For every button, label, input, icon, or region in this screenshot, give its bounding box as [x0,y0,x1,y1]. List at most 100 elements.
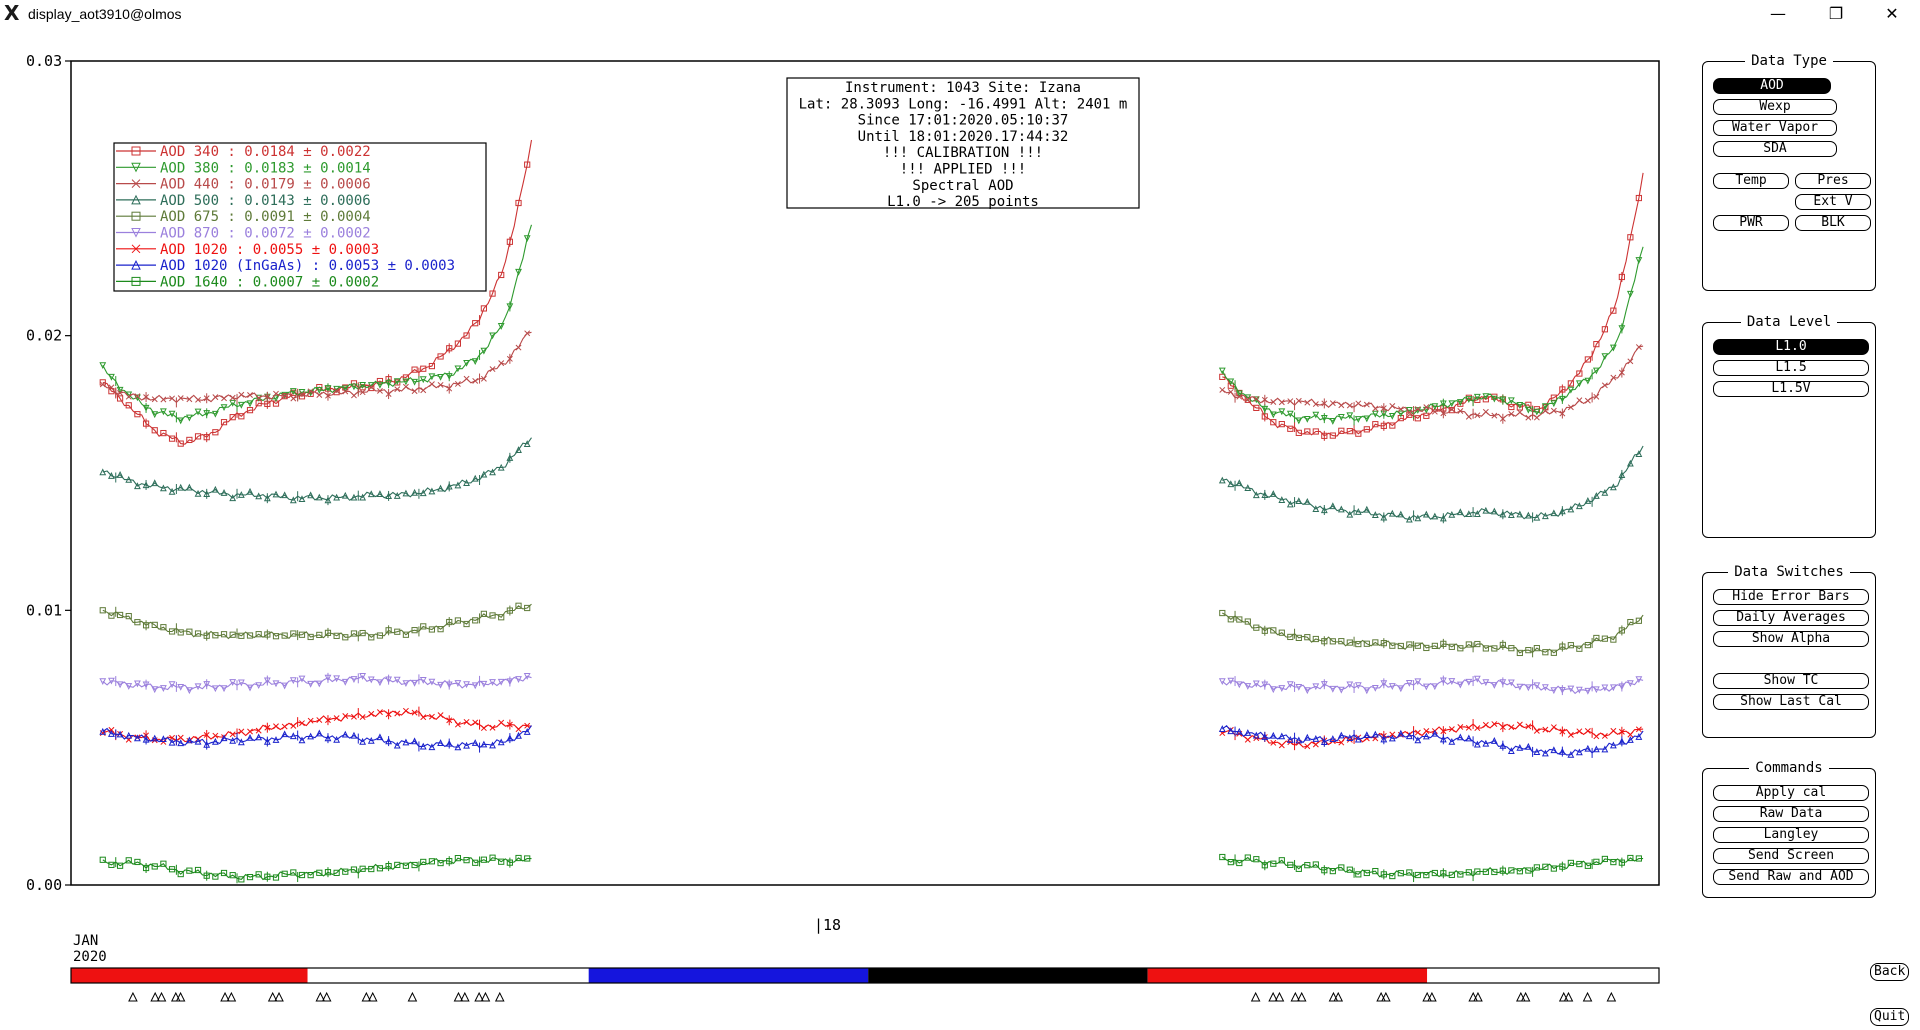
data-point [1252,680,1260,688]
show-tc-button[interactable]: Show TC [1713,673,1869,689]
send-raw-and-aod-button[interactable]: Send Raw and AOD [1713,869,1869,885]
data-point [229,494,237,502]
data-point [1312,683,1320,691]
show-alpha-button[interactable]: Show Alpha [1713,631,1869,647]
legend-marker-icon [131,228,141,238]
blk-button[interactable]: BLK [1795,215,1871,231]
legend-item: AOD 440 : 0.0179 ± 0.0006 [116,177,371,193]
pwr-button[interactable]: PWR [1713,215,1789,231]
data-point [1542,726,1549,733]
series-line [102,437,532,501]
data-point [402,631,410,638]
data-point [411,366,418,373]
data-point [1414,514,1422,522]
data-point [1448,510,1456,518]
data-point [1286,500,1294,508]
data-point [1346,428,1353,435]
quit-button[interactable]: Quit [1870,1008,1910,1026]
pres-button[interactable]: Pres [1795,173,1871,189]
data-point [1635,726,1642,733]
data-point [411,709,418,716]
hide-error-bars-button[interactable]: Hide Error Bars [1713,589,1869,605]
send-screen-button[interactable]: Send Screen [1713,848,1869,864]
data-point [1550,649,1557,656]
data-point [1363,426,1370,433]
data-point [1236,859,1243,867]
data-type-water-vapor-button[interactable]: Water Vapor [1713,120,1837,136]
data-point [1550,724,1557,731]
data-type-aod-button[interactable]: AOD [1713,78,1831,94]
data-point [1295,736,1303,744]
back-button[interactable]: Back [1870,963,1910,981]
data-point [368,634,375,641]
data-point [1627,854,1634,862]
data-point [1601,382,1608,389]
legend-item: AOD 870 : 0.0072 ± 0.0002 [116,226,371,242]
data-point [299,720,305,727]
data-point [359,382,367,389]
panel-data-level: Data Level L1.0 L1.5 L1.5V [1702,314,1876,538]
minimize-icon[interactable]: — [1770,4,1786,23]
data-point [1253,856,1260,863]
data-point [185,414,193,422]
measurement-marker-icon [150,991,160,1002]
data-point [99,730,106,737]
data-point [515,676,522,683]
data-point [229,731,236,738]
data-point [125,475,133,483]
show-last-cal-button[interactable]: Show Last Cal [1713,694,1869,710]
data-type-sda-button[interactable]: SDA [1713,141,1837,157]
raw-data-button[interactable]: Raw Data [1713,806,1869,822]
data-point [255,682,263,690]
data-point [134,393,141,400]
data-level-l15-button[interactable]: L1.5 [1713,360,1869,376]
daily-averages-button[interactable]: Daily Averages [1713,610,1869,626]
data-point [1414,729,1421,736]
data-point [1448,406,1455,413]
data-point [471,358,479,366]
data-point [437,739,444,746]
data-point [1491,868,1498,876]
data-point [1312,741,1319,748]
data-point [1329,502,1337,510]
panel-data-switches: Data Switches Hide Error Bars Daily Aver… [1702,564,1876,738]
close-icon[interactable]: ✕ [1885,4,1899,23]
data-point [186,867,193,874]
data-type-wexp-button[interactable]: Wexp [1713,99,1837,115]
data-point [1422,683,1430,691]
langley-button[interactable]: Langley [1713,827,1869,843]
data-level-l10-button[interactable]: L1.0 [1713,339,1869,355]
data-point [1363,505,1371,513]
restore-icon[interactable]: ❐ [1828,4,1844,23]
data-point [1303,497,1311,505]
data-level-l15v-button[interactable]: L1.5V [1713,381,1869,397]
data-point [316,869,323,876]
temp-button[interactable]: Temp [1713,173,1789,189]
ext-v-button[interactable]: Ext V [1795,194,1871,210]
data-point [463,741,470,749]
data-point [1397,642,1404,650]
data-point [1363,869,1370,877]
aod-plot: 0.00 0.01 0.02 0.03 JAN 2020 |18 Instrument… [26,52,1660,1002]
legend-marker-icon [131,179,141,188]
data-point [1533,414,1540,421]
data-point [1576,397,1583,404]
data-point [1533,645,1540,652]
data-point [1601,353,1609,361]
data-point [315,680,323,688]
data-point [1397,685,1405,693]
data-point [211,410,219,418]
data-point [1372,867,1379,875]
data-point [108,612,115,619]
timeline-segment [1147,968,1428,983]
apply-cal-button[interactable]: Apply cal [1713,785,1869,801]
data-point [394,861,401,869]
data-point [1601,733,1608,739]
data-point [489,679,496,686]
data-point [350,731,358,739]
legend-label: AOD 1020 (InGaAs) : 0.0053 ± 0.0003 [160,258,455,274]
data-point [290,389,297,396]
data-point [350,630,358,637]
legend-marker-icon [131,259,141,270]
info-line: Spectral AOD [912,178,1013,194]
